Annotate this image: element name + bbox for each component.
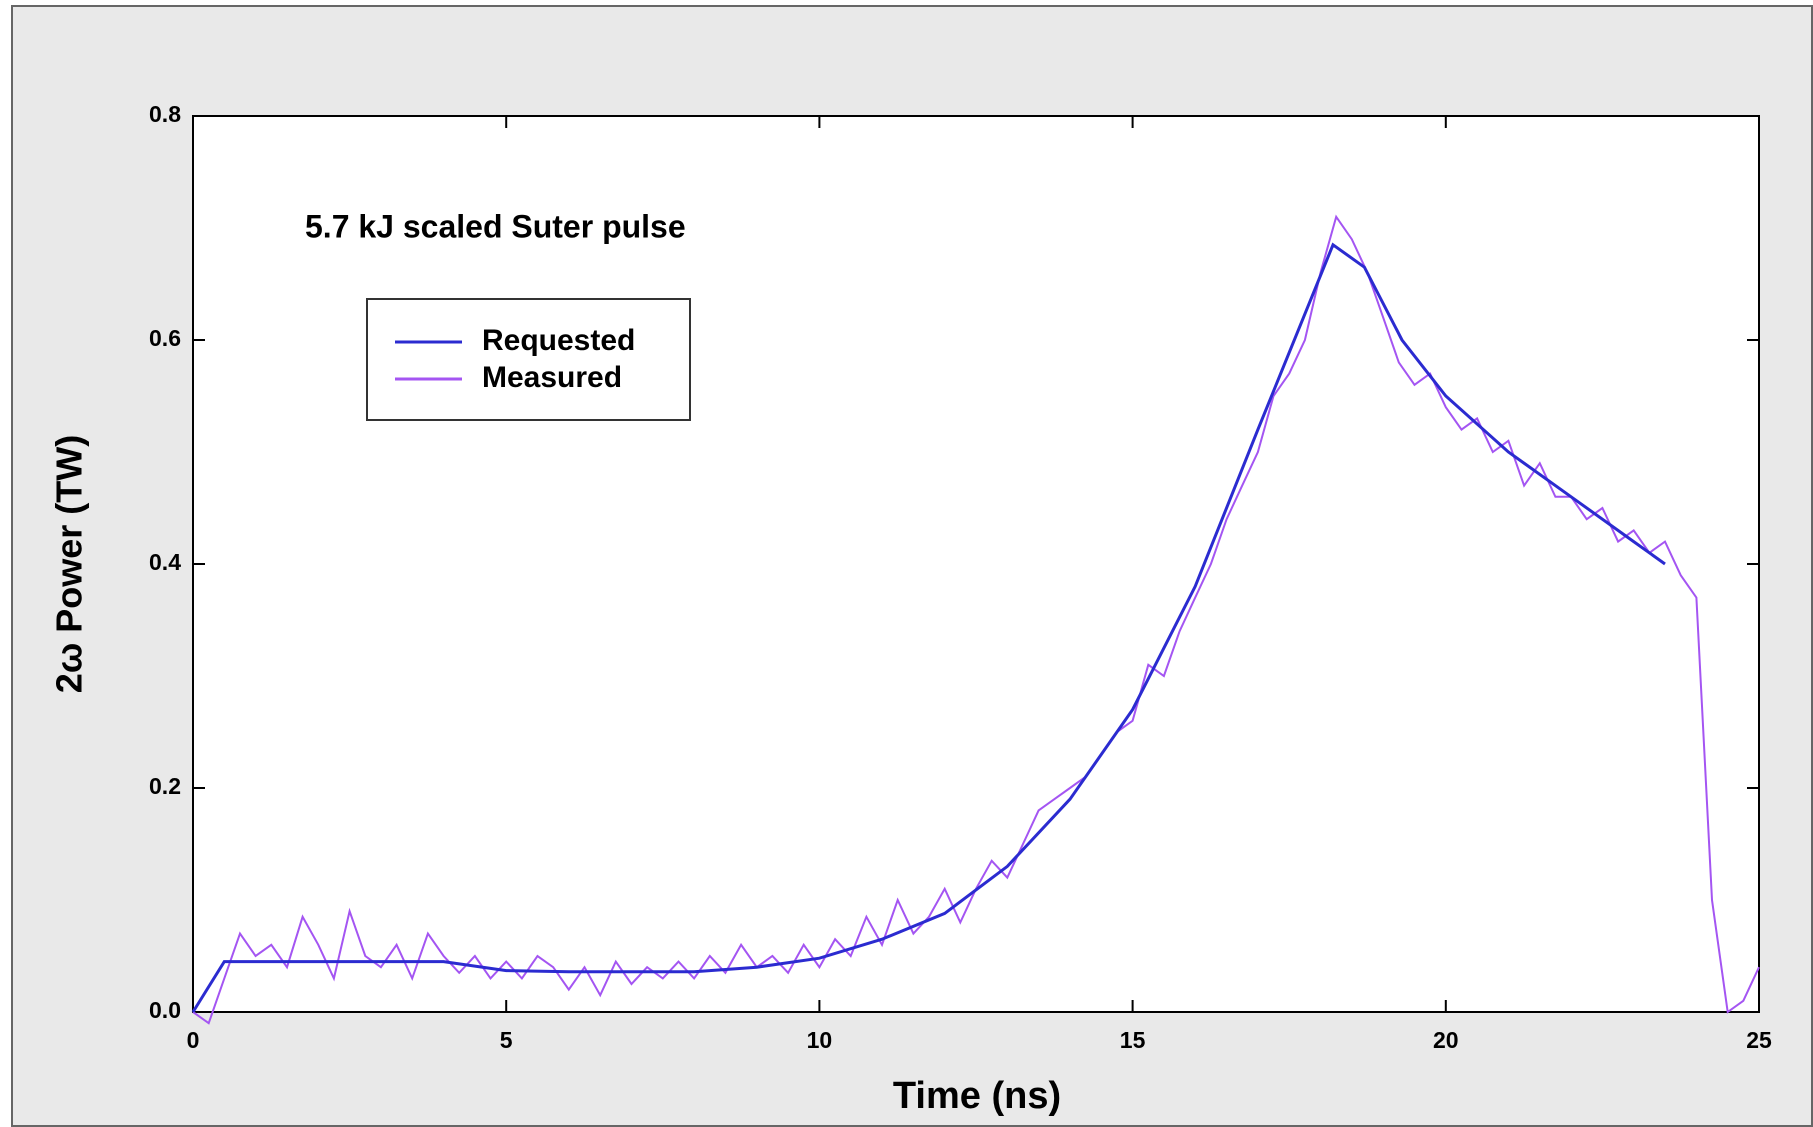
x-tick-label: 20 (1433, 1027, 1459, 1053)
y-tick-label: 0.6 (149, 325, 181, 351)
x-axis-label: Time (ns) (893, 1075, 1061, 1117)
plot-area (192, 115, 1760, 1013)
x-tick-label: 0 (187, 1027, 200, 1053)
legend-label: Measured (482, 361, 622, 394)
x-tick-label: 15 (1120, 1027, 1146, 1053)
y-tick-label: 0.0 (149, 997, 181, 1023)
x-tick-label: 5 (500, 1027, 513, 1053)
series-line (191, 242, 1666, 1013)
y-tick-label: 0.4 (149, 549, 181, 575)
legend-box (366, 298, 691, 421)
annotation: 5.7 kJ scaled Suter pulse (305, 208, 686, 244)
legend-label: Requested (482, 324, 635, 357)
y-tick-label: 0.8 (149, 101, 181, 127)
x-tick-label: 10 (807, 1027, 833, 1053)
y-tick-label: 0.2 (149, 773, 181, 799)
x-tick-label: 25 (1746, 1027, 1772, 1053)
y-axis-label: 2ω Power (TW) (49, 435, 90, 693)
